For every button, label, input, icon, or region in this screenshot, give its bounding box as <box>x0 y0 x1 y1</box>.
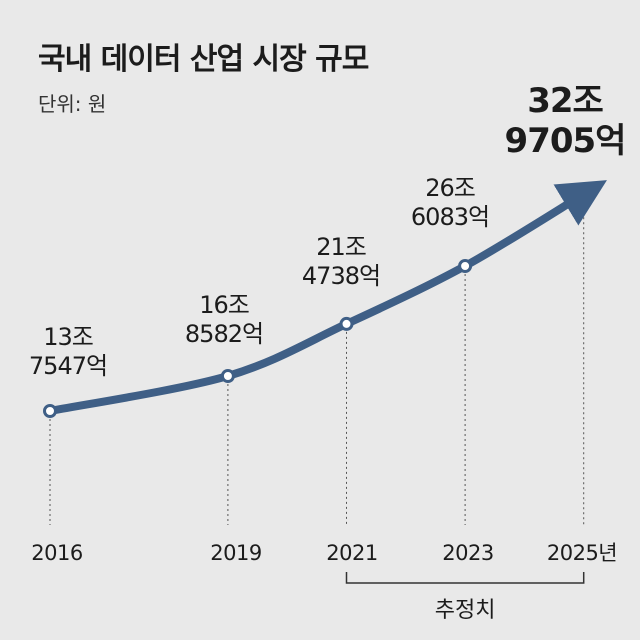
data-label-2023-line2: 6083억 <box>411 203 489 231</box>
data-label-2016-line1: 13조 <box>43 323 93 351</box>
x-tick-label-2023: 2023 <box>442 541 493 565</box>
data-label-2021-line2: 4738억 <box>302 262 380 290</box>
x-tick-label-2016: 2016 <box>31 541 83 565</box>
data-point-2016 <box>43 404 57 418</box>
data-label-2021-line1: 21조 <box>316 233 366 261</box>
data-point-2023 <box>458 259 473 273</box>
data-label-2016-line2: 7547억 <box>29 352 107 380</box>
data-point-2021 <box>339 316 354 331</box>
x-tick-label-2025년: 2025년 <box>547 541 617 565</box>
data-label-2019-line2: 8582억 <box>185 320 263 348</box>
data-point-2019 <box>220 368 235 383</box>
estimate-bracket <box>345 572 585 584</box>
x-tick-label-2019: 2019 <box>210 541 261 565</box>
data-label-2025년-line2: 9705억 <box>505 121 626 161</box>
x-tick-label-2021: 2021 <box>326 541 377 565</box>
unit-label: 단위: 원 <box>38 92 107 116</box>
series-line <box>46 180 607 415</box>
estimate-label: 추정치 <box>435 598 496 623</box>
data-label-2023-line1: 26조 <box>425 174 475 202</box>
data-label-2019-line1: 16조 <box>199 291 249 319</box>
chart-title: 국내 데이터 산업 시장 규모 <box>38 42 369 77</box>
data-label-2025년-line1: 32조 <box>527 81 603 121</box>
